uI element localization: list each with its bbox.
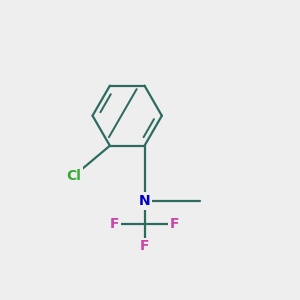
Text: Cl: Cl [67, 169, 82, 183]
Text: F: F [170, 217, 179, 231]
Text: F: F [110, 217, 119, 231]
Text: F: F [140, 239, 149, 253]
Text: N: N [139, 194, 150, 208]
